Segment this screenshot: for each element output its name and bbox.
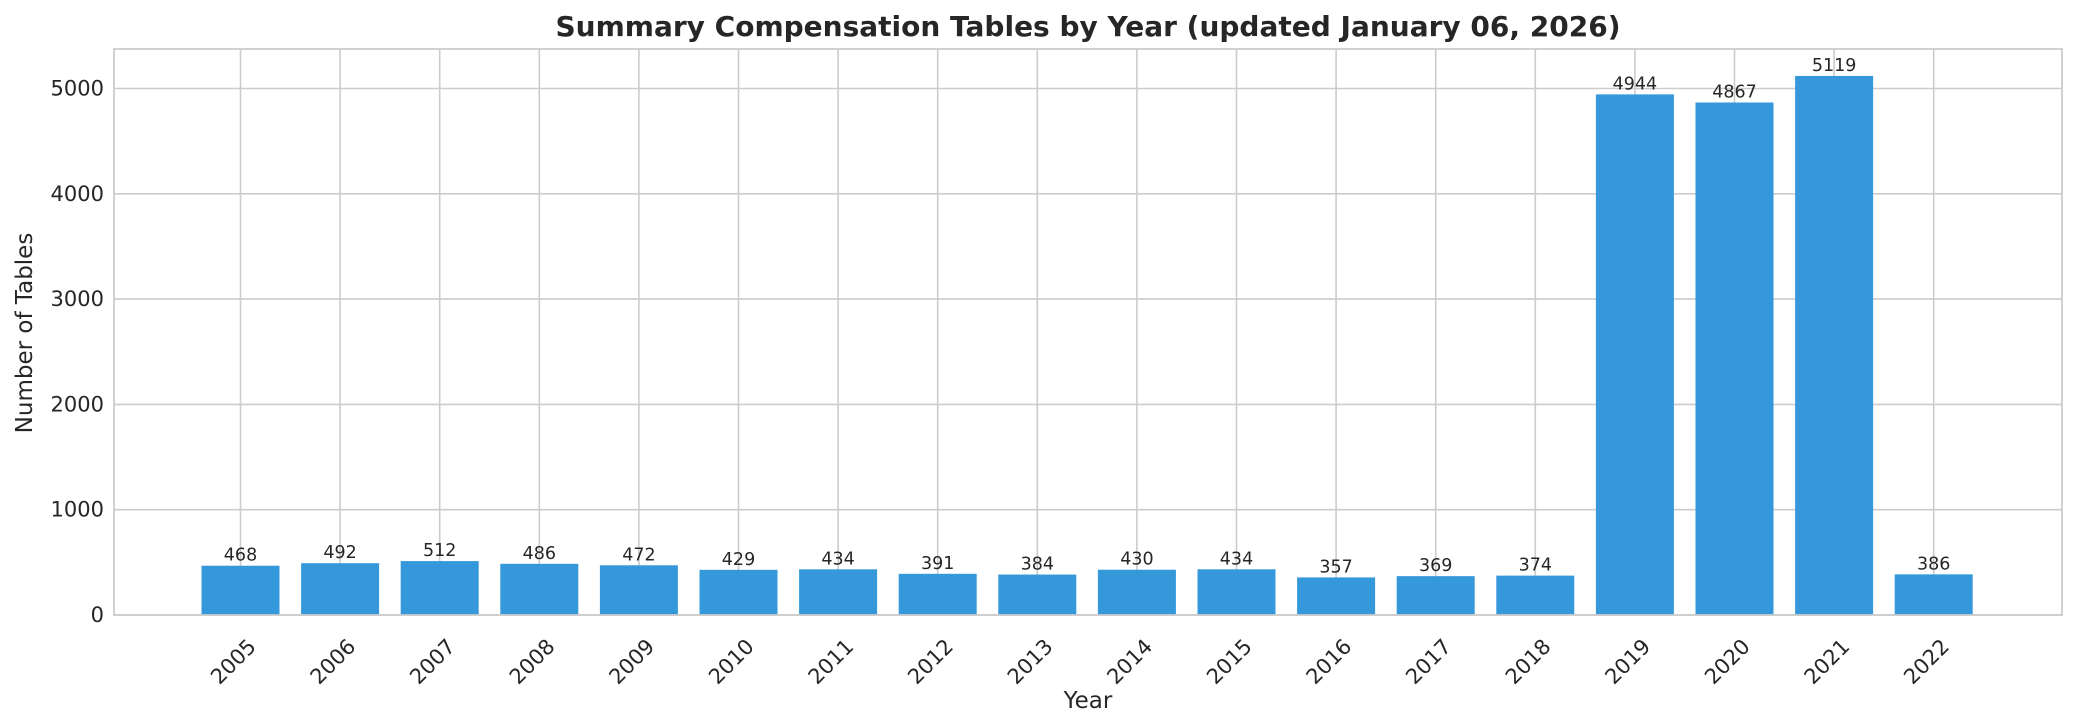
plot-frame — [113, 48, 2063, 616]
x-tick-label: 2019 — [1600, 634, 1655, 689]
y-tick-label: 3000 — [51, 287, 104, 311]
y-axis-ticks: 0 1000 2000 3000 4000 5000 — [51, 76, 104, 627]
bar-2006 — [301, 563, 380, 615]
bar-2015 — [1197, 569, 1276, 615]
bar-value-label: 386 — [1917, 554, 1950, 574]
x-tick-label: 2006 — [306, 634, 361, 689]
x-tick-label: 2013 — [1003, 634, 1058, 689]
bar-value-label: 374 — [1519, 556, 1552, 576]
x-tick-label: 2015 — [1202, 634, 1257, 689]
x-tick-label: 2012 — [903, 634, 958, 689]
x-tick-label: 2010 — [704, 634, 759, 689]
bar-2022 — [1894, 574, 1973, 615]
x-tick-label: 2009 — [604, 634, 659, 689]
bar-2019 — [1595, 94, 1674, 615]
bar-2021 — [1795, 75, 1874, 615]
bar-value-label: 434 — [1220, 549, 1253, 569]
bar-2018 — [1496, 575, 1575, 615]
x-tick-label: 2008 — [505, 634, 560, 689]
chart-title: Summary Compensation Tables by Year (upd… — [556, 10, 1621, 43]
bar-value-label: 4944 — [1613, 74, 1658, 94]
bar-2008 — [500, 563, 579, 615]
bar-value-label: 384 — [1021, 555, 1054, 575]
bar-2020 — [1695, 102, 1774, 615]
bar-value-label: 486 — [523, 544, 556, 564]
bar-2010 — [699, 569, 778, 615]
bar-value-label: 5119 — [1812, 56, 1857, 76]
x-axis-ticks: 2005 2006 2007 2008 2009 2010 2011 2012 2013 2014… — [206, 634, 1954, 689]
x-tick-label: 2021 — [1800, 634, 1855, 689]
x-tick-label: 2014 — [1102, 634, 1157, 689]
bar-2016 — [1297, 577, 1376, 615]
y-tick-label: 2000 — [51, 392, 104, 416]
bar-2017 — [1396, 576, 1475, 615]
bar-value-label: 512 — [423, 541, 456, 561]
bar-value-label: 391 — [921, 554, 954, 574]
x-tick-label: 2018 — [1501, 634, 1556, 689]
bar-value-label: 429 — [722, 550, 755, 570]
y-tick-label: 4000 — [51, 182, 104, 206]
bar-2009 — [599, 565, 678, 615]
x-tick-label: 2022 — [1899, 634, 1954, 689]
bar-value-label: 430 — [1120, 550, 1153, 570]
bar-value-label: 472 — [622, 545, 655, 565]
bar-labels: 468 492 512 486 472 429 434 391 384 430 434 357 369 3… — [224, 56, 1951, 577]
bar-2007 — [400, 561, 479, 615]
x-tick-label: 2016 — [1302, 634, 1357, 689]
x-tick-label: 2017 — [1401, 634, 1456, 689]
bar-2011 — [799, 569, 878, 615]
x-tick-label: 2020 — [1700, 634, 1755, 689]
bar-2014 — [1097, 569, 1176, 615]
bar-2005 — [201, 565, 280, 615]
bar-value-label: 4867 — [1712, 82, 1757, 102]
bar-value-label: 434 — [821, 549, 854, 569]
bar-value-label: 357 — [1319, 557, 1352, 577]
bars — [201, 75, 1973, 615]
x-axis-label: Year — [1063, 688, 1113, 714]
bar-2012 — [898, 573, 977, 615]
bar-2013 — [998, 574, 1077, 615]
bar-value-label: 492 — [323, 543, 356, 563]
x-tick-label: 2011 — [804, 634, 859, 689]
y-axis-label: Number of Tables — [12, 233, 38, 434]
x-tick-label: 2005 — [206, 634, 261, 689]
y-tick-label: 1000 — [51, 498, 104, 522]
bar-value-label: 369 — [1419, 556, 1452, 576]
x-tick-label: 2007 — [405, 634, 460, 689]
y-tick-label: 5000 — [51, 76, 104, 100]
y-tick-label: 0 — [91, 603, 104, 627]
bar-value-label: 468 — [224, 546, 257, 566]
